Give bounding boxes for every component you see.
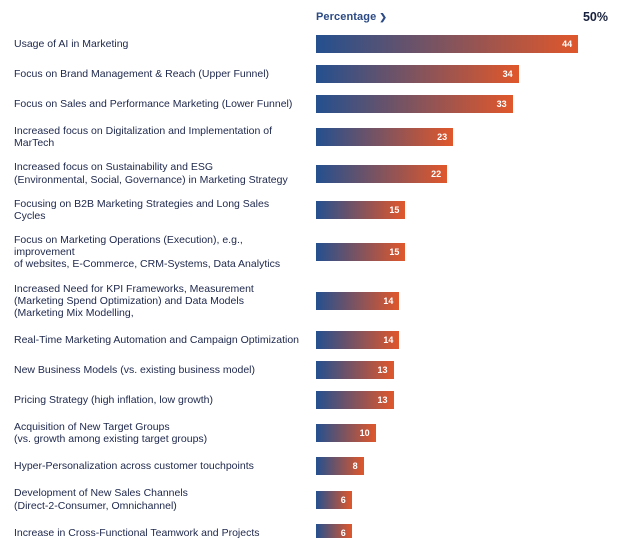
bar-row: Acquisition of New Target Groups (vs. gr… xyxy=(0,421,629,445)
bar-row: Focus on Brand Management & Reach (Upper… xyxy=(0,65,629,83)
bar: 33 xyxy=(316,95,513,113)
bar: 14 xyxy=(316,291,400,310)
bar-value-label: 33 xyxy=(496,99,507,109)
bar-row: Increased Need for KPI Frameworks, Measu… xyxy=(0,283,629,320)
bar: 44 xyxy=(316,35,579,53)
category-label: Usage of AI in Marketing xyxy=(14,37,129,50)
bar-track: 14 xyxy=(316,331,629,350)
bar-track: 6 xyxy=(316,523,629,538)
bar-track: 15 xyxy=(316,200,629,219)
bar: 10 xyxy=(316,424,376,443)
category-label: Acquisition of New Target Groups (vs. gr… xyxy=(14,421,208,446)
category-label: Focus on Brand Management & Reach (Upper… xyxy=(14,67,270,80)
bar-row: New Business Models (vs. existing busine… xyxy=(0,361,629,380)
bar: 14 xyxy=(316,331,400,350)
bar-value-label: 13 xyxy=(377,365,388,376)
category-label: Increased Need for KPI Frameworks, Measu… xyxy=(14,282,254,319)
bar-track: 33 xyxy=(316,95,629,113)
bar-row: Increase in Cross-Functional Teamwork an… xyxy=(0,523,629,538)
bar-track: 14 xyxy=(316,291,629,310)
bar-value-label: 8 xyxy=(352,461,358,472)
bar-value-label: 34 xyxy=(502,69,513,79)
bar-row: Hyper-Personalization across customer to… xyxy=(0,457,629,476)
category-label: Increase in Cross-Functional Teamwork an… xyxy=(14,526,260,538)
chevron-right-icon: ❯ xyxy=(379,12,387,22)
bar-track: 15 xyxy=(316,243,629,262)
bar: 6 xyxy=(316,490,352,509)
bar-row: Increased focus on Sustainability and ES… xyxy=(0,161,629,186)
bar-row: Focus on Sales and Performance Marketing… xyxy=(0,95,629,113)
bar: 8 xyxy=(316,457,364,476)
bar: 13 xyxy=(316,361,394,380)
bar: 13 xyxy=(316,391,394,410)
bar-value-label: 14 xyxy=(383,335,394,346)
category-label: Increased focus on Digitalization and Im… xyxy=(14,125,272,150)
bar-value-label: 13 xyxy=(377,395,388,406)
bar-value-label: 14 xyxy=(383,295,394,306)
bar: 15 xyxy=(316,243,406,262)
bar-value-label: 15 xyxy=(389,204,400,215)
category-label: Focus on Sales and Performance Marketing… xyxy=(14,97,293,110)
bar-row: Focus on Marketing Operations (Execution… xyxy=(0,234,629,271)
category-label: Real-Time Marketing Automation and Campa… xyxy=(14,333,299,346)
bar-track: 13 xyxy=(316,391,629,410)
category-label: Increased focus on Sustainability and ES… xyxy=(14,161,288,186)
bar-value-label: 10 xyxy=(359,428,370,439)
bar-track: 23 xyxy=(316,128,629,147)
category-label: Development of New Sales Channels (Direc… xyxy=(14,487,188,512)
bar-value-label: 22 xyxy=(431,168,442,179)
bar-value-label: 44 xyxy=(562,39,573,49)
bar: 22 xyxy=(316,164,448,183)
category-label: Focus on Marketing Operations (Execution… xyxy=(14,234,281,271)
category-label: New Business Models (vs. existing busine… xyxy=(14,363,256,376)
bar-track: 34 xyxy=(316,65,629,83)
bar-row: Development of New Sales Channels (Direc… xyxy=(0,487,629,512)
bar-row: Real-Time Marketing Automation and Campa… xyxy=(0,331,629,350)
category-label: Focusing on B2B Marketing Strategies and… xyxy=(14,197,270,222)
category-label: Pricing Strategy (high inflation, low gr… xyxy=(14,393,214,406)
bar-track: 13 xyxy=(316,361,629,380)
bar-value-label: 6 xyxy=(340,494,346,505)
bar-track: 44 xyxy=(316,35,629,53)
bar-row: Increased focus on Digitalization and Im… xyxy=(0,125,629,149)
bar: 6 xyxy=(316,523,352,538)
chart-header: Percentage ❯ 50% xyxy=(0,8,629,32)
bar-row: Usage of AI in Marketing 44 xyxy=(0,35,629,53)
bar-track: 22 xyxy=(316,164,629,183)
bar: 15 xyxy=(316,200,406,219)
bar-track: 8 xyxy=(316,457,629,476)
bar-rows: Usage of AI in Marketing 44 Focus on Bra… xyxy=(0,35,629,538)
bar-value-label: 6 xyxy=(340,527,346,538)
bar-row: Pricing Strategy (high inflation, low gr… xyxy=(0,391,629,410)
bar: 23 xyxy=(316,128,454,147)
axis-label-text: Percentage xyxy=(316,11,377,23)
bar-value-label: 15 xyxy=(389,247,400,258)
bar-row: Focusing on B2B Marketing Strategies and… xyxy=(0,198,629,222)
axis-max-label: 50% xyxy=(582,10,608,24)
bar-track: 6 xyxy=(316,490,629,509)
category-label: Hyper-Personalization across customer to… xyxy=(14,460,254,473)
bar: 34 xyxy=(316,65,519,83)
axis-label: Percentage ❯ xyxy=(316,11,387,23)
bar-value-label: 23 xyxy=(437,132,448,143)
bar-track: 10 xyxy=(316,424,629,443)
